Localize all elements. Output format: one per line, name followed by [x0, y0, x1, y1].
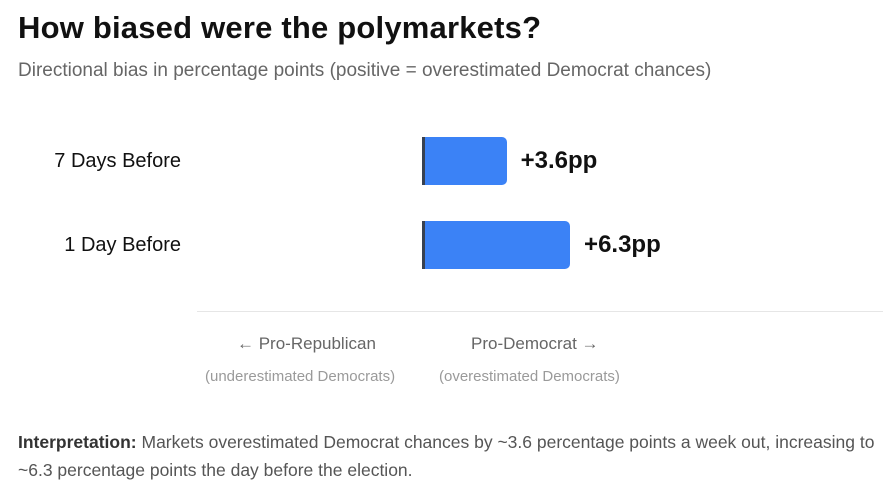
bar-value-label: +6.3pp: [584, 231, 661, 258]
pro-democrat-sublabel: (overestimated Democrats): [439, 368, 620, 385]
bar: [422, 137, 507, 185]
zero-baseline: [422, 221, 425, 269]
chart-subtitle: Directional bias in percentage points (p…: [18, 60, 712, 81]
interpretation-label: Interpretation:: [18, 432, 137, 452]
category-label: 7 Days Before: [54, 150, 181, 172]
pro-republican-label: ← Pro-Republican: [237, 334, 376, 353]
interpretation-note: Interpretation: Markets overestimated De…: [18, 428, 878, 484]
pro-republican-sublabel: (underestimated Democrats): [205, 368, 396, 385]
bar: [422, 221, 571, 269]
chart-title: How biased were the polymarkets?: [18, 10, 542, 45]
divider: [197, 311, 883, 312]
bar-value-label: +3.6pp: [520, 147, 598, 174]
pro-democrat-label: Pro-Democrat →: [471, 334, 599, 353]
category-label: 1 Day Before: [64, 234, 181, 256]
zero-baseline: [422, 137, 425, 185]
interpretation-text: Markets overestimated Democrat chances b…: [18, 432, 875, 480]
